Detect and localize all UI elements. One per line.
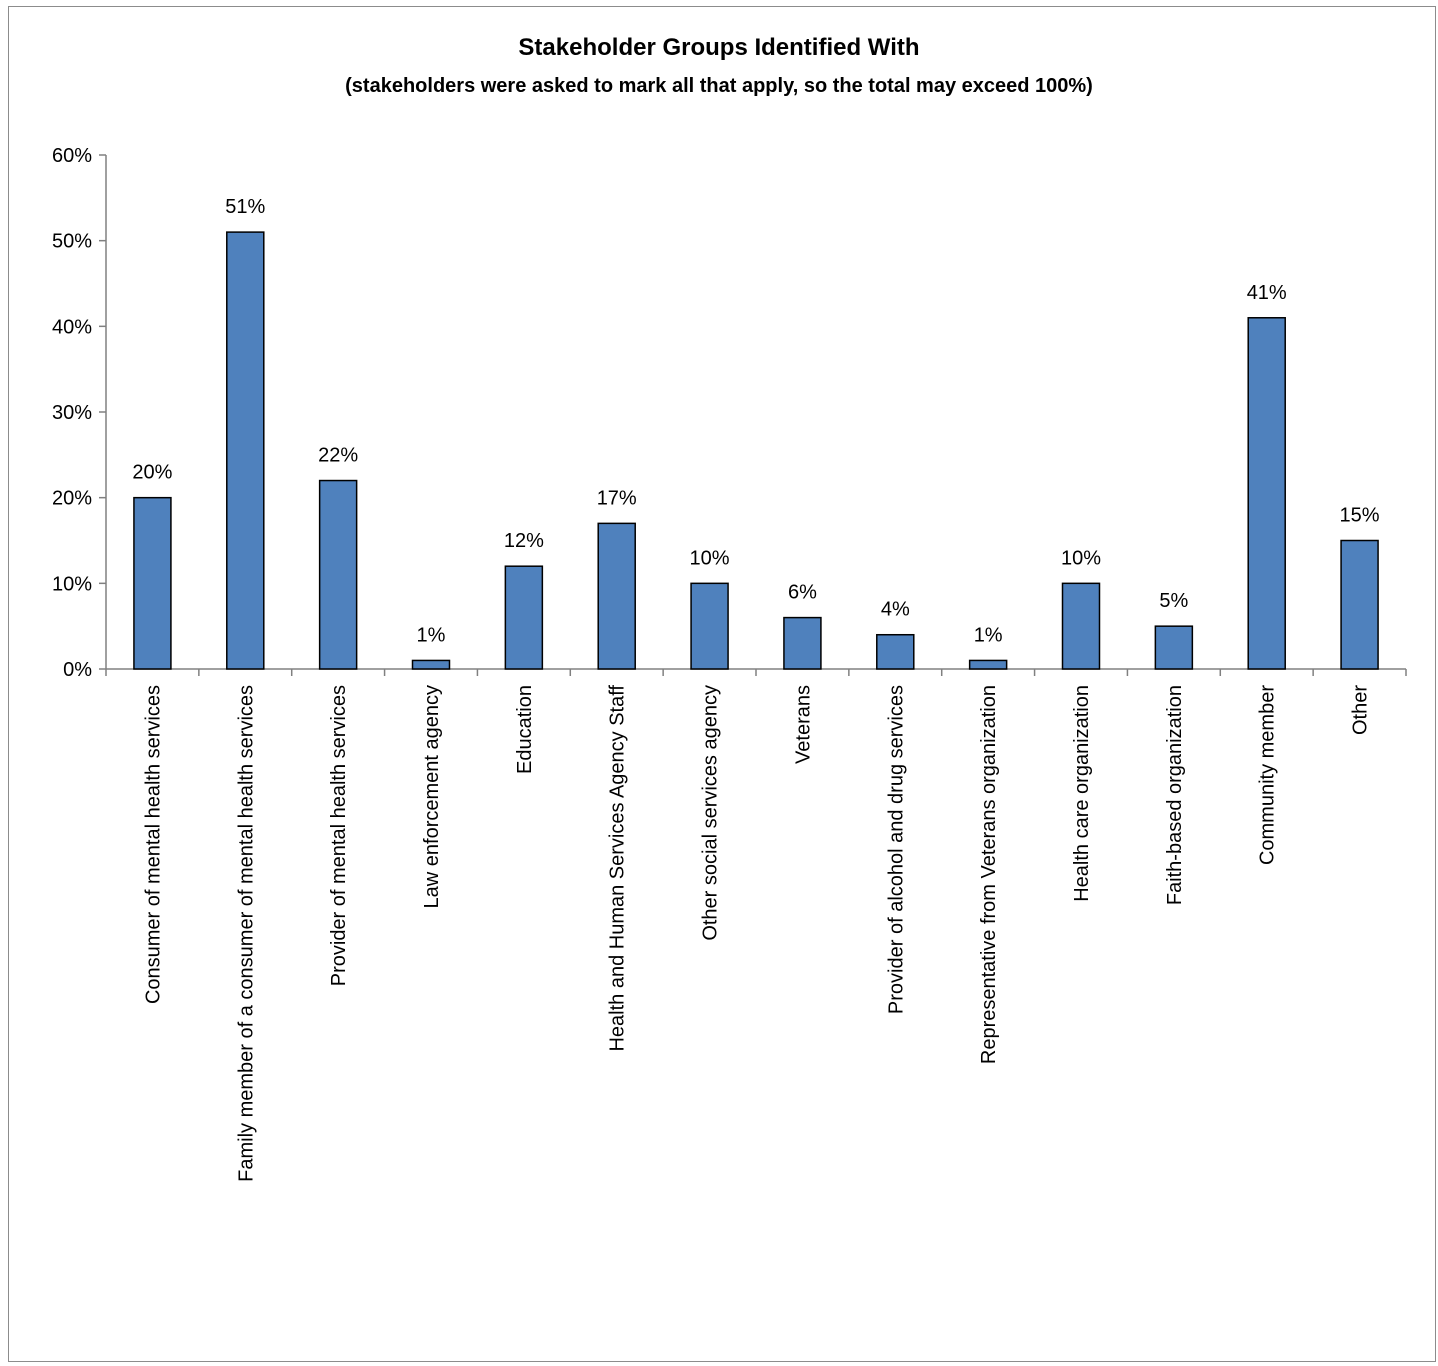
- bar: [783, 616, 822, 670]
- bar: [1061, 582, 1101, 670]
- bar: [1340, 539, 1379, 670]
- data-label: 12%: [504, 530, 544, 552]
- category-label: Law enforcement agency: [421, 685, 443, 908]
- category-label: Provider of mental health services: [328, 685, 350, 986]
- bar: [411, 659, 451, 670]
- bar: [690, 582, 729, 670]
- chart-title: Stakeholder Groups Identified With: [518, 34, 919, 61]
- category-label: Faith-based organization: [1164, 685, 1186, 905]
- data-label: 5%: [1159, 590, 1188, 612]
- category-label: Other: [1350, 685, 1372, 735]
- bar: [318, 479, 358, 670]
- category-label: Consumer of mental health services: [142, 685, 164, 1004]
- y-tick-label: 50%: [52, 231, 92, 253]
- bar: [133, 496, 172, 670]
- bar: [876, 633, 915, 670]
- category-labels: Consumer of mental health services Family…: [142, 685, 1371, 1182]
- data-label: 1%: [417, 624, 446, 646]
- data-label: 51%: [225, 196, 265, 218]
- bar: [1154, 625, 1194, 670]
- bar: [504, 565, 544, 670]
- bars: [133, 231, 1379, 670]
- chart-subtitle: (stakeholders were asked to mark all tha…: [345, 75, 1093, 97]
- y-axis: 0% 10% 20% 30% 40% 50% 60%: [52, 145, 107, 681]
- bar: [968, 659, 1008, 670]
- y-tick-label: 30%: [52, 402, 92, 424]
- data-label: 10%: [690, 547, 730, 569]
- category-label: Health and Human Services Agency Staff: [607, 685, 629, 1052]
- y-tick-label: 20%: [52, 488, 92, 510]
- y-tick-label: 10%: [52, 573, 92, 595]
- bar: [597, 522, 636, 670]
- data-label: 15%: [1340, 505, 1380, 527]
- category-label: Community member: [1257, 685, 1279, 865]
- data-label: 22%: [318, 445, 358, 467]
- data-label: 1%: [974, 624, 1003, 646]
- category-label: Representative from Veterans organizatio…: [978, 685, 1000, 1064]
- x-axis: [105, 668, 1407, 676]
- category-label: Other social services agency: [700, 685, 722, 941]
- data-label: 6%: [788, 582, 817, 604]
- data-label: 10%: [1061, 547, 1101, 569]
- y-tick-label: 60%: [52, 145, 92, 167]
- category-label: Health care organization: [1071, 685, 1093, 902]
- data-label: 20%: [132, 462, 172, 484]
- data-label: 41%: [1247, 282, 1287, 304]
- y-tick-label: 40%: [52, 316, 92, 338]
- bar: [226, 231, 265, 670]
- category-label: Education: [514, 685, 536, 774]
- data-label: 4%: [881, 599, 910, 621]
- data-labels: 20% 51% 22% 1% 12% 17% 10% 6% 4% 1% 10% 5% 41% 15%: [132, 196, 1379, 646]
- y-tick-label: 0%: [63, 659, 92, 681]
- data-label: 17%: [597, 487, 637, 509]
- bar: [1247, 317, 1286, 670]
- category-label: Family member of a consumer of mental he…: [235, 685, 257, 1182]
- category-label: Provider of alcohol and drug services: [885, 685, 907, 1014]
- category-label: Veterans: [792, 685, 814, 764]
